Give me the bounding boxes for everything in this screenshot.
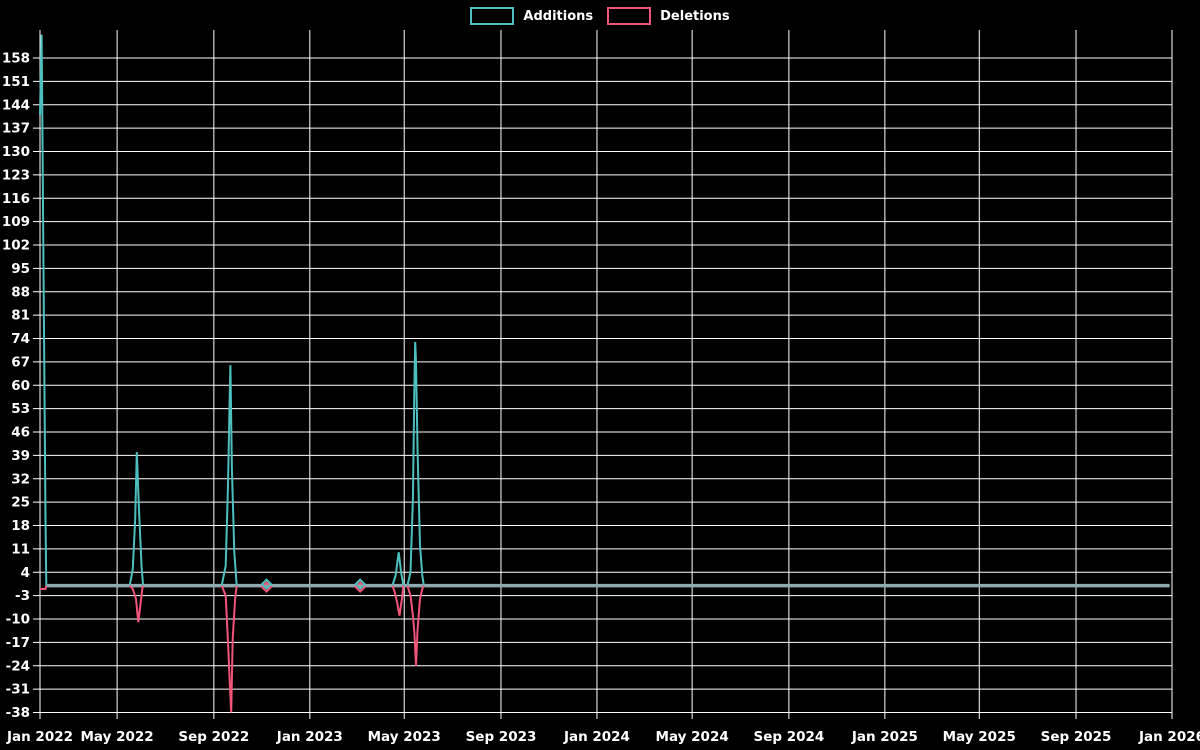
chart-legend: Additions Deletions: [0, 7, 1200, 25]
y-tick-label: 18: [11, 518, 30, 534]
x-tick-label: Jan 2024: [563, 729, 630, 745]
x-tick-label: May 2024: [656, 729, 729, 745]
y-tick-label: 39: [11, 448, 30, 464]
legend-label-deletions: Deletions: [660, 8, 730, 24]
x-axis-labels: Jan 2022 May 2022 Sep 2022 Jan 2023 May 2023…: [6, 729, 1200, 745]
x-tick-label: Sep 2023: [466, 729, 537, 745]
legend-label-additions: Additions: [523, 8, 594, 24]
deletions-segment: [406, 585, 425, 666]
y-tick-label: 11: [11, 541, 30, 557]
y-tick-label: 25: [11, 495, 30, 511]
y-tick-label: 144: [2, 97, 30, 113]
x-tick-label: Jan 2025: [851, 729, 918, 745]
additions-segment: [39, 34, 48, 586]
y-tick-label: 32: [11, 471, 30, 487]
additions-segment: [220, 365, 238, 586]
y-tick-label: 109: [2, 214, 30, 230]
y-tick-label: -17: [6, 635, 30, 651]
x-tick-label: Sep 2024: [753, 729, 824, 745]
additions-segment: [406, 341, 425, 586]
y-tick-label: -31: [6, 682, 30, 698]
x-tick-label: May 2023: [368, 729, 441, 745]
y-tick-label: 81: [11, 308, 30, 324]
y-tick-label: 60: [11, 378, 30, 394]
x-tick-label: Jan 2022: [6, 729, 73, 745]
deletions-line: [40, 584, 425, 713]
additions-segment: [391, 552, 405, 586]
additions-swatch-icon: [470, 7, 515, 25]
deletions-segment: [391, 585, 405, 616]
zero-markers: [260, 578, 367, 594]
y-tick-label: -3: [15, 588, 30, 604]
legend-item-additions: Additions: [470, 7, 593, 25]
y-tick-label: 130: [2, 144, 30, 160]
y-tick-label: 53: [11, 401, 30, 417]
additions-zero-marker-icon: [260, 578, 273, 591]
y-tick-label: 88: [11, 284, 30, 300]
y-tick-label: 67: [11, 354, 30, 370]
additions-line: [39, 34, 425, 586]
y-tick-label: 74: [11, 331, 30, 347]
deletions-swatch-icon: [607, 7, 652, 25]
x-tick-label: Sep 2022: [178, 729, 249, 745]
x-tick-label: Jan 2026: [1138, 729, 1200, 745]
y-tick-label: 46: [11, 425, 30, 441]
deletions-zero-marker-icon: [354, 581, 367, 594]
deletions-segment: [40, 585, 48, 590]
y-tick-label: 95: [11, 261, 30, 277]
y-axis-labels: -38 -31 -24 -17 -10 -3 4 11 18 25 32 39 46 53 60 67 74 81…: [2, 51, 30, 721]
deletions-segment: [220, 585, 238, 713]
y-tick-label: 151: [2, 74, 30, 90]
y-tick-label: -24: [6, 658, 30, 674]
grid-lines: [33, 30, 1173, 719]
y-tick-label: 116: [2, 191, 30, 207]
x-tick-label: May 2025: [943, 729, 1016, 745]
y-tick-label: -10: [6, 612, 30, 628]
y-tick-label: 123: [2, 167, 30, 183]
y-tick-label: 4: [21, 565, 30, 581]
additions-zero-marker-icon: [354, 578, 367, 591]
deletions-zero-marker-icon: [260, 581, 273, 594]
y-tick-label: 102: [2, 238, 30, 254]
deletions-segment: [128, 584, 145, 623]
y-tick-label: -38: [6, 705, 30, 721]
x-tick-label: Sep 2025: [1041, 729, 1112, 745]
additions-segment: [128, 452, 145, 586]
y-tick-label: 137: [2, 121, 30, 137]
x-tick-label: May 2022: [80, 729, 153, 745]
x-tick-label: Jan 2023: [276, 729, 343, 745]
legend-item-deletions: Deletions: [607, 7, 730, 25]
y-tick-label: 158: [2, 51, 30, 67]
